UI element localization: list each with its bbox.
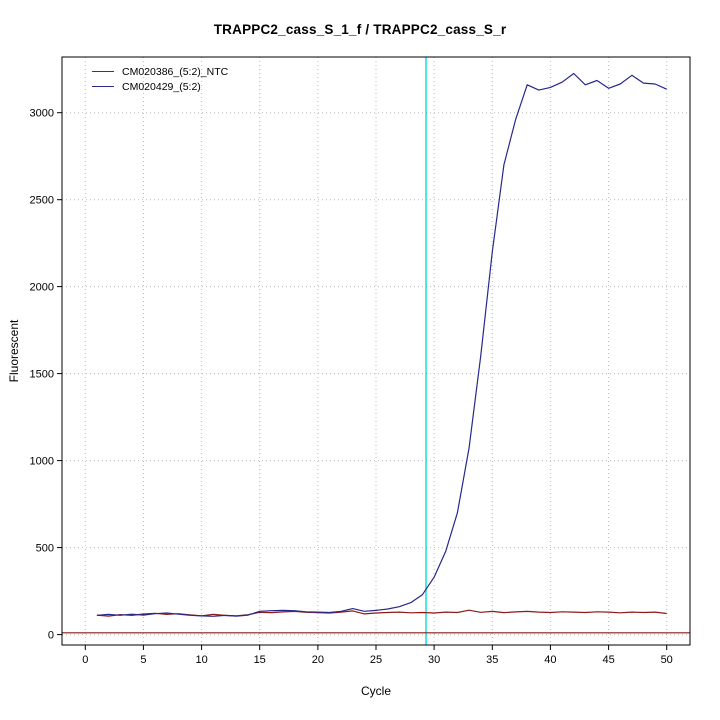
x-tick-label: 10 <box>195 654 207 666</box>
y-tick-label: 1500 <box>30 369 54 381</box>
legend-item-ntc: CM020386_(5:2)_NTC <box>92 64 228 79</box>
x-tick-label: 20 <box>312 654 324 666</box>
x-tick-label: 45 <box>602 654 614 666</box>
x-tick-label: 35 <box>486 654 498 666</box>
y-tick-label: 500 <box>36 543 54 555</box>
x-tick-label: 40 <box>544 654 556 666</box>
series-line-1 <box>96 72 667 617</box>
x-tick-label: 30 <box>428 654 440 666</box>
y-tick-label: 2000 <box>30 282 54 294</box>
x-axis-label: Cycle <box>360 684 391 698</box>
legend-line-swatch-ntc <box>92 71 114 72</box>
legend-line-swatch-sample <box>92 86 114 87</box>
legend: CM020386_(5:2)_NTC CM020429_(5:2) <box>92 64 228 94</box>
x-tick-label: 0 <box>82 654 88 666</box>
x-tick-label: 50 <box>661 654 673 666</box>
x-tick-label: 25 <box>370 654 382 666</box>
y-axis-label: Fluorescent <box>7 319 21 383</box>
y-tick-label: 2500 <box>30 195 54 207</box>
x-tick-label: 5 <box>140 654 146 666</box>
chart-title: TRAPPC2_cass_S_1_f / TRAPPC2_cass_S_r <box>213 22 507 37</box>
y-tick-label: 3000 <box>30 108 54 120</box>
legend-label-ntc: CM020386_(5:2)_NTC <box>122 65 229 78</box>
y-tick-label: 0 <box>48 630 54 642</box>
x-tick-label: 15 <box>254 654 266 666</box>
series-line-0 <box>96 609 667 617</box>
y-tick-label: 1000 <box>30 456 54 468</box>
legend-item-sample: CM020429_(5:2) <box>92 79 228 94</box>
legend-label-sample: CM020429_(5:2) <box>122 80 201 93</box>
